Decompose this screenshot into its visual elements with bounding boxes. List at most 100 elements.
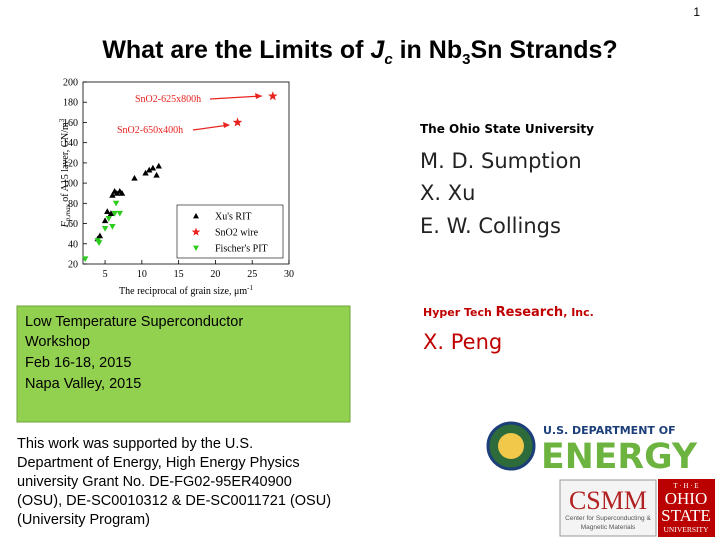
data-point [118, 190, 126, 196]
affiliation: Hyper Tech Research, Inc. [423, 305, 594, 320]
data-point [101, 217, 109, 224]
title-part: J [370, 36, 385, 64]
annotation-arrow [192, 124, 230, 131]
title: What are the Limits of Jc in Nb3Sn Stran… [102, 36, 617, 68]
doe-text: U.S. DEPARTMENT OF [543, 424, 676, 437]
y-tick-label: 20 [68, 260, 78, 271]
y-tick-label: 120 [63, 158, 78, 169]
y-tick-label: 160 [63, 118, 78, 129]
data-point [105, 215, 112, 222]
x-tick-label: 20 [210, 269, 220, 280]
data-point [104, 208, 111, 214]
data-point [107, 210, 115, 217]
workshop-box [16, 305, 351, 423]
data-point [109, 224, 116, 230]
author: X. Peng [423, 330, 502, 354]
title-part: 3 [462, 51, 470, 68]
y-tick-label: 180 [63, 98, 78, 109]
label-part: F [60, 220, 71, 228]
osu-text: T · H · E [673, 482, 698, 490]
csmm-text: Center for Superconducting & [565, 515, 651, 522]
data-point [153, 171, 160, 178]
csmm-text: Magnetic Materials [581, 524, 636, 531]
x-tick-label: 5 [103, 269, 108, 280]
author: M. D. Sumption [420, 149, 582, 173]
legend-label: Fischer's PIT [215, 244, 268, 255]
workshop-line: Low Temperature Superconductor [25, 314, 243, 330]
arrowhead [223, 122, 230, 128]
x-tick-label: 30 [284, 269, 294, 280]
acknowledgment-line: (OSU), DE-SC0010312 & DE-SC0011721 (OSU) [17, 493, 331, 509]
y-tick-label: 140 [63, 138, 78, 149]
legend-marker [193, 213, 199, 219]
label-part: p,max [64, 203, 72, 222]
chart: Fp,max of A15 layer, GN/m3 The reciproca… [58, 78, 294, 298]
doe-text: ENERGY [541, 437, 698, 477]
label-part: The reciprocal of grain size, μm [119, 286, 247, 297]
data-point [142, 169, 149, 176]
x-tick-label: 10 [137, 269, 147, 280]
data-point [112, 200, 120, 207]
y-tick-label: 40 [68, 239, 78, 250]
data-point [95, 240, 103, 246]
annotation-arrow [209, 95, 263, 100]
y-tick-label: 60 [68, 219, 78, 230]
data-point [82, 256, 89, 263]
label-part: -1 [247, 284, 253, 292]
data-point [155, 162, 162, 169]
y-tick-label: 80 [68, 199, 78, 210]
affiliation-part: , Inc. [563, 306, 594, 319]
x-tick-label: 15 [174, 269, 184, 280]
label-part: of A15 layer, GN/m [60, 122, 71, 204]
data-point [109, 192, 116, 198]
annotation: SnO2-650x400h [117, 125, 183, 136]
affiliation-part: Hyper Tech [423, 306, 496, 319]
data-point [232, 117, 243, 127]
workshop-line: Workshop [25, 334, 90, 350]
data-point [146, 166, 153, 173]
legend-marker [191, 227, 201, 236]
affiliation: The Ohio State University [420, 122, 594, 136]
data-point [111, 210, 118, 217]
doe-seal-center [498, 433, 524, 459]
legend-label: Xu's RIT [215, 212, 252, 223]
x-axis-label: The reciprocal of grain size, μm-1 [119, 284, 253, 297]
data-point [113, 190, 121, 196]
acknowledgment-line: university Grant No. DE-FG02-95ER40900 [17, 474, 292, 490]
page-number: 1 [693, 5, 700, 19]
title-part: Sn Strands? [470, 36, 617, 64]
acknowledgment-line: This work was supported by the U.S. [17, 436, 253, 452]
acknowledgment-line: (University Program) [17, 512, 150, 528]
csmm-logo [559, 479, 657, 537]
data-point [268, 91, 278, 101]
osu-text: UNIVERSITY [664, 525, 710, 534]
title-part: in Nb [393, 36, 462, 64]
data-point [116, 210, 123, 217]
acknowledgment-line: Department of Energy, High Energy Physic… [17, 455, 300, 471]
label-part: 3 [58, 118, 66, 122]
legend-marker [193, 245, 199, 251]
author: E. W. Collings [420, 214, 561, 238]
affiliation-part: Research [496, 305, 564, 320]
data-point [96, 232, 104, 239]
title-part: c [384, 51, 393, 68]
legend-label: SnO2 wire [215, 228, 259, 239]
y-tick-label: 200 [63, 78, 78, 89]
y-tick-label: 100 [63, 179, 78, 190]
workshop-line: Napa Valley, 2015 [25, 376, 141, 392]
osu-logo [658, 479, 715, 537]
author: X. Xu [420, 181, 475, 205]
osu-text: OHIO [665, 489, 708, 508]
title-part: What are the Limits of [102, 36, 370, 64]
workshop-line: Feb 16-18, 2015 [25, 355, 131, 371]
data-point [101, 226, 109, 232]
csmm-text: CSMM [569, 486, 647, 515]
y-axis-label: Fp,max of A15 layer, GN/m3 [58, 118, 72, 228]
annotation: SnO2-625x800h [135, 94, 201, 105]
osu-text: STATE [661, 506, 711, 525]
data-point [131, 174, 138, 181]
arrowhead [255, 93, 262, 99]
data-point [149, 164, 157, 171]
plot-frame [82, 81, 290, 265]
